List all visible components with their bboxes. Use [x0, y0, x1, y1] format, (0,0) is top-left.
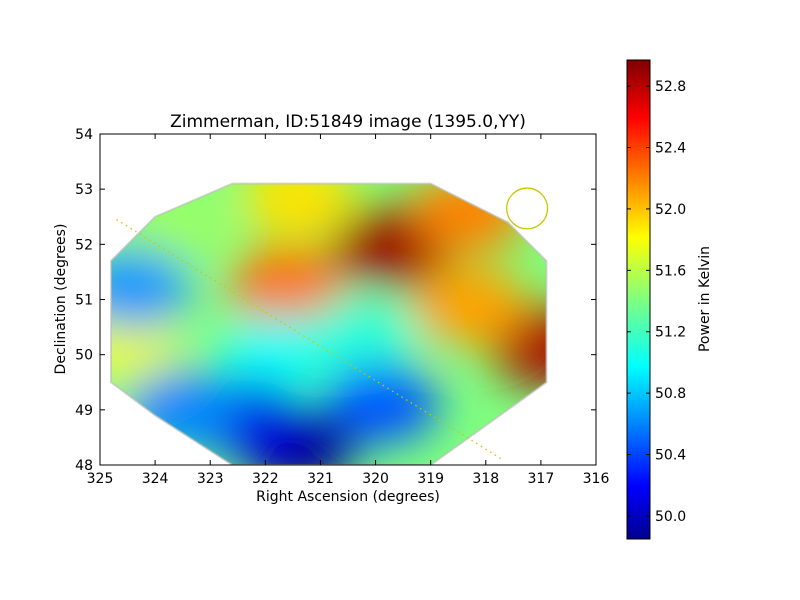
heat-feature	[229, 245, 346, 326]
y-tick-label: 52	[75, 237, 93, 253]
heat-feature	[301, 298, 418, 379]
colorbar-tick-label: 51.2	[655, 325, 686, 341]
y-tick-label: 48	[75, 458, 93, 474]
colorbar-tick-label: 50.8	[655, 386, 686, 402]
x-tick-label: 325	[87, 471, 114, 487]
colorbar-ticks: 50.0 50.4 50.8 51.2 51.6 52.0 52.4 52.8	[627, 79, 686, 525]
y-tick-label: 51	[75, 293, 93, 309]
heatmap-field	[110, 182, 549, 465]
x-tick-label: 318	[472, 471, 499, 487]
x-axis: 325 324 323 322 321 320 319 318 317 316	[87, 134, 610, 487]
colorbar-tick-label: 51.6	[655, 263, 686, 279]
x-tick-label: 322	[252, 471, 279, 487]
heat-feature	[323, 364, 440, 445]
field-outline	[110, 182, 548, 465]
chart-title: Zimmerman, ID:51849 image (1395.0,YY)	[170, 112, 526, 132]
heat-feature	[411, 265, 528, 346]
x-tick-label: 319	[417, 471, 444, 487]
y-tick-label: 50	[75, 348, 93, 364]
colorbar-gradient	[626, 59, 651, 540]
x-tick-label: 324	[142, 471, 169, 487]
colorbar: 50.0 50.4 50.8 51.2 51.6 52.0 52.4 52.8 Power i…	[626, 59, 713, 540]
x-tick-label: 321	[307, 471, 334, 487]
x-tick-label: 323	[197, 471, 224, 487]
y-axis-label: Declination (degrees)	[53, 224, 69, 375]
y-tick-label: 49	[75, 403, 93, 419]
colorbar-tick-label: 50.4	[655, 448, 686, 464]
y-axis: 48 49 50 51 52 53 54	[75, 127, 596, 474]
y-tick-label: 54	[75, 127, 93, 143]
colorbar-label: Power in Kelvin	[697, 246, 713, 352]
colorbar-tick-label: 50.0	[655, 509, 686, 525]
colorbar-tick-label: 52.8	[655, 79, 686, 95]
x-tick-label: 317	[528, 471, 555, 487]
heat-feature	[240, 183, 357, 238]
heat-feature	[111, 248, 192, 329]
colorbar-tick-label: 52.0	[655, 202, 686, 218]
heat-feature	[124, 369, 241, 450]
colorbar-tick-label: 52.4	[655, 141, 686, 157]
beam-circle	[506, 187, 549, 230]
x-tick-label: 320	[362, 471, 389, 487]
x-axis-label: Right Ascension (degrees)	[256, 489, 440, 505]
y-tick-label: 53	[75, 182, 93, 198]
x-tick-label: 316	[583, 471, 610, 487]
